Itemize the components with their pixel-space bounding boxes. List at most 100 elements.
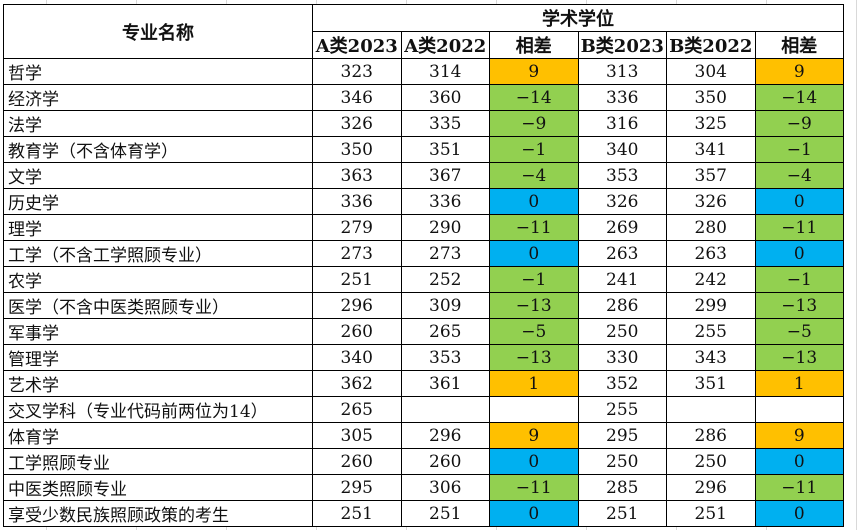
b-diff-cell[interactable]: 0 [754, 240, 844, 267]
a2023-cell[interactable]: 296 [312, 292, 402, 319]
b2022-cell[interactable]: 299 [666, 292, 756, 319]
a-diff-cell[interactable]: 9 [489, 422, 579, 449]
a-diff-cell[interactable]: −1 [489, 136, 579, 163]
a2022-cell[interactable]: 336 [400, 188, 490, 215]
a-diff-cell[interactable]: 0 [489, 448, 579, 475]
b2023-cell[interactable]: 340 [577, 136, 667, 163]
header-group-academic[interactable]: 学术学位 [312, 4, 844, 32]
major-name-cell[interactable]: 教育学（不含体育学） [3, 136, 313, 163]
a2023-cell[interactable]: 363 [312, 162, 402, 189]
a2022-cell[interactable]: 351 [400, 136, 490, 163]
b2022-cell[interactable]: 255 [666, 318, 756, 345]
a2022-cell[interactable]: 296 [400, 422, 490, 449]
b2023-cell[interactable]: 250 [577, 448, 667, 475]
major-name-cell[interactable]: 哲学 [3, 58, 313, 85]
b2023-cell[interactable]: 286 [577, 292, 667, 319]
major-name-cell[interactable]: 管理学 [3, 344, 313, 371]
b2022-cell[interactable]: 263 [666, 240, 756, 267]
a-diff-cell[interactable]: −13 [489, 344, 579, 371]
header-b2022[interactable]: B类2022 [666, 31, 756, 59]
a2022-cell[interactable]: 367 [400, 162, 490, 189]
b-diff-cell[interactable]: −4 [754, 162, 844, 189]
a-diff-cell[interactable]: 0 [489, 500, 579, 527]
a2023-cell[interactable]: 279 [312, 214, 402, 241]
a-diff-cell[interactable]: 0 [489, 188, 579, 215]
a2023-cell[interactable]: 260 [312, 448, 402, 475]
a2022-cell[interactable]: 290 [400, 214, 490, 241]
b2023-cell[interactable]: 352 [577, 370, 667, 397]
a-diff-cell[interactable]: 9 [489, 58, 579, 85]
a2023-cell[interactable]: 251 [312, 266, 402, 293]
b2023-cell[interactable]: 250 [577, 318, 667, 345]
b-diff-cell[interactable]: −5 [754, 318, 844, 345]
b2023-cell[interactable]: 263 [577, 240, 667, 267]
major-name-cell[interactable]: 享受少数民族照顾政策的考生 [3, 500, 313, 527]
a-diff-cell[interactable]: −11 [489, 214, 579, 241]
header-a2023[interactable]: A类2023 [312, 31, 402, 59]
b2022-cell[interactable]: 357 [666, 162, 756, 189]
major-name-cell[interactable]: 工学（不含工学照顾专业） [3, 240, 313, 267]
b-diff-cell[interactable] [754, 396, 844, 423]
major-name-cell[interactable]: 经济学 [3, 84, 313, 111]
a2022-cell[interactable]: 260 [400, 448, 490, 475]
b2022-cell[interactable]: 350 [666, 84, 756, 111]
b-diff-cell[interactable]: −9 [754, 110, 844, 137]
major-name-cell[interactable]: 农学 [3, 266, 313, 293]
b2022-cell[interactable]: 251 [666, 500, 756, 527]
b2023-cell[interactable]: 330 [577, 344, 667, 371]
b2023-cell[interactable]: 313 [577, 58, 667, 85]
a2022-cell[interactable]: 251 [400, 500, 490, 527]
major-name-cell[interactable]: 历史学 [3, 188, 313, 215]
b-diff-cell[interactable]: 0 [754, 448, 844, 475]
a-diff-cell[interactable]: −13 [489, 292, 579, 319]
b2023-cell[interactable]: 241 [577, 266, 667, 293]
a2023-cell[interactable]: 346 [312, 84, 402, 111]
major-name-cell[interactable]: 交叉学科（专业代码前两位为14） [3, 396, 313, 423]
b2023-cell[interactable]: 269 [577, 214, 667, 241]
a2022-cell[interactable]: 306 [400, 474, 490, 501]
a-diff-cell[interactable]: −1 [489, 266, 579, 293]
a2022-cell[interactable]: 252 [400, 266, 490, 293]
major-name-cell[interactable]: 体育学 [3, 422, 313, 449]
major-name-cell[interactable]: 理学 [3, 214, 313, 241]
b-diff-cell[interactable]: 1 [754, 370, 844, 397]
a-diff-cell[interactable]: 1 [489, 370, 579, 397]
b-diff-cell[interactable]: 9 [754, 58, 844, 85]
b2022-cell[interactable]: 296 [666, 474, 756, 501]
b-diff-cell[interactable]: −13 [754, 344, 844, 371]
a2022-cell[interactable]: 361 [400, 370, 490, 397]
a2023-cell[interactable]: 295 [312, 474, 402, 501]
header-b-diff[interactable]: 相差 [754, 31, 844, 59]
b-diff-cell[interactable]: −1 [754, 266, 844, 293]
b2022-cell[interactable]: 343 [666, 344, 756, 371]
b2022-cell[interactable]: 250 [666, 448, 756, 475]
a2023-cell[interactable]: 336 [312, 188, 402, 215]
b2023-cell[interactable]: 326 [577, 188, 667, 215]
a2022-cell[interactable]: 309 [400, 292, 490, 319]
b2022-cell[interactable] [666, 396, 756, 423]
a2023-cell[interactable]: 362 [312, 370, 402, 397]
header-major-name[interactable]: 专业名称 [3, 4, 313, 59]
a2023-cell[interactable]: 273 [312, 240, 402, 267]
a-diff-cell[interactable]: −4 [489, 162, 579, 189]
b2022-cell[interactable]: 341 [666, 136, 756, 163]
a2022-cell[interactable]: 360 [400, 84, 490, 111]
b2023-cell[interactable]: 353 [577, 162, 667, 189]
b-diff-cell[interactable]: −14 [754, 84, 844, 111]
major-name-cell[interactable]: 医学（不含中医类照顾专业） [3, 292, 313, 319]
b2023-cell[interactable]: 295 [577, 422, 667, 449]
a-diff-cell[interactable]: −5 [489, 318, 579, 345]
header-b2023[interactable]: B类2023 [577, 31, 667, 59]
major-name-cell[interactable]: 中医类照顾专业 [3, 474, 313, 501]
b2022-cell[interactable]: 351 [666, 370, 756, 397]
a2022-cell[interactable]: 314 [400, 58, 490, 85]
b2023-cell[interactable]: 285 [577, 474, 667, 501]
a2023-cell[interactable]: 323 [312, 58, 402, 85]
b-diff-cell[interactable]: 0 [754, 500, 844, 527]
b2023-cell[interactable]: 251 [577, 500, 667, 527]
b2022-cell[interactable]: 304 [666, 58, 756, 85]
major-name-cell[interactable]: 法学 [3, 110, 313, 137]
a2023-cell[interactable]: 350 [312, 136, 402, 163]
b2023-cell[interactable]: 336 [577, 84, 667, 111]
a2023-cell[interactable]: 340 [312, 344, 402, 371]
